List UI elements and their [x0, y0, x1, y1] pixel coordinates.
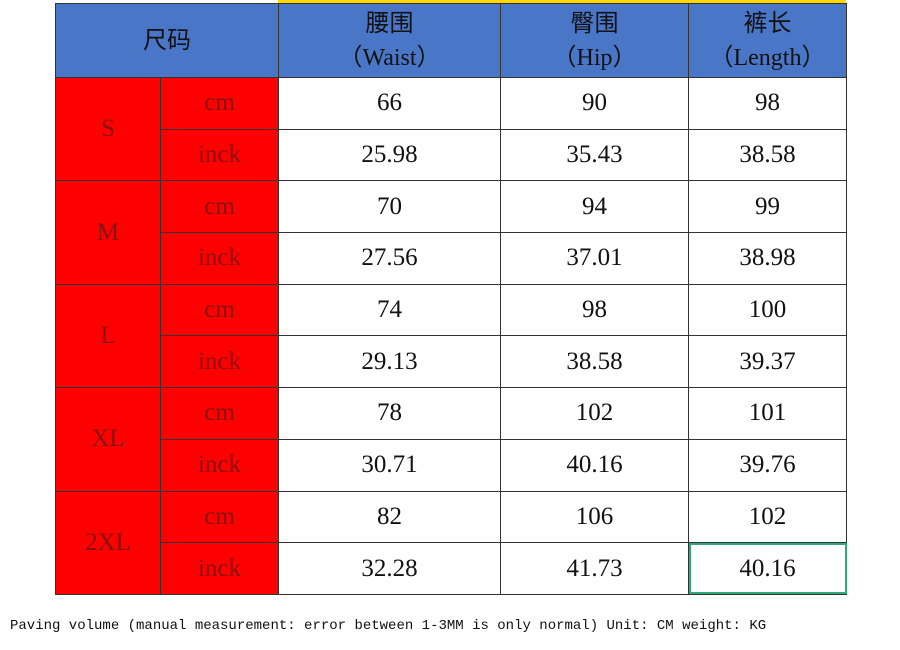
value-cell: 40.16 [688, 542, 847, 595]
column-name: 腰围 [365, 10, 414, 37]
column-header: 腰围 （Waist） [278, 3, 501, 78]
size-cell: 2XL [55, 490, 161, 595]
value-cell: 74 [278, 283, 501, 337]
column-name: 臀围 [570, 10, 619, 37]
unit-cell: inck [160, 335, 279, 389]
column-sub: （Length） [709, 44, 826, 71]
unit-cell: cm [160, 283, 279, 337]
value-cell: 37.01 [500, 232, 689, 285]
size-cell: M [55, 180, 161, 285]
value-cell: 99 [688, 180, 847, 234]
data-row: XL cm 78 102 101 [55, 387, 847, 492]
value-cell: 32.28 [278, 542, 501, 595]
value-cell: 102 [500, 387, 689, 440]
value-cell: 78 [278, 387, 501, 440]
value-cell: 102 [688, 490, 847, 544]
header-row: 尺码 腰围 （Waist） 臀围 （Hip） 裤长 （Length） [55, 3, 847, 78]
value-cell: 38.58 [500, 335, 689, 389]
unit-cell: cm [160, 77, 279, 130]
unit-cell: inck [160, 542, 279, 595]
column-header: 臀围 （Hip） [500, 3, 689, 78]
unit-cell: cm [160, 387, 279, 440]
column-sub: （Hip） [552, 44, 637, 71]
column-name: 裤长 [743, 10, 792, 37]
value-cell: 98 [688, 77, 847, 130]
data-row: inck 29.13 38.58 39.37 [56, 335, 847, 389]
value-cell: 40.16 [500, 438, 689, 492]
value-cell: 106 [500, 490, 689, 544]
size-header: 尺码 [55, 3, 279, 78]
data-row: inck 27.56 37.01 38.98 [56, 232, 847, 285]
value-cell: 39.37 [688, 335, 847, 389]
unit-cell: inck [160, 128, 279, 182]
value-cell: 39.76 [688, 438, 847, 492]
data-row: inck 25.98 35.43 38.58 [56, 128, 847, 182]
value-cell: 29.13 [278, 335, 501, 389]
value-cell: 30.71 [278, 438, 501, 492]
column-header: 裤长 （Length） [688, 3, 847, 78]
value-cell: 90 [500, 77, 689, 130]
size-cell: XL [55, 387, 161, 492]
value-cell: 98 [500, 283, 689, 337]
unit-cell: cm [160, 180, 279, 234]
unit-cell: inck [160, 438, 279, 492]
value-cell: 100 [688, 283, 847, 337]
value-cell: 101 [688, 387, 847, 440]
accent-line [278, 0, 846, 3]
size-cell: L [55, 283, 161, 389]
value-cell: 35.43 [500, 128, 689, 182]
unit-cell: cm [160, 490, 279, 544]
value-cell: 41.73 [500, 542, 689, 595]
value-cell: 38.58 [688, 128, 847, 182]
value-cell: 25.98 [278, 128, 501, 182]
data-row: inck 30.71 40.16 39.76 [56, 438, 847, 492]
value-cell: 82 [278, 490, 501, 544]
unit-cell: inck [160, 232, 279, 285]
value-cell: 38.98 [688, 232, 847, 285]
value-cell: 94 [500, 180, 689, 234]
value-cell: 66 [278, 77, 501, 130]
footer-note: Paving volume (manual measurement: error… [10, 618, 767, 634]
size-cell: S [55, 76, 161, 182]
column-sub: （Waist） [338, 44, 441, 71]
value-cell: 27.56 [278, 232, 501, 285]
value-cell: 70 [278, 180, 501, 234]
data-row: 2XL cm 82 106 102 [55, 490, 847, 595]
data-row: inck 32.28 41.73 40.16 [56, 542, 847, 595]
